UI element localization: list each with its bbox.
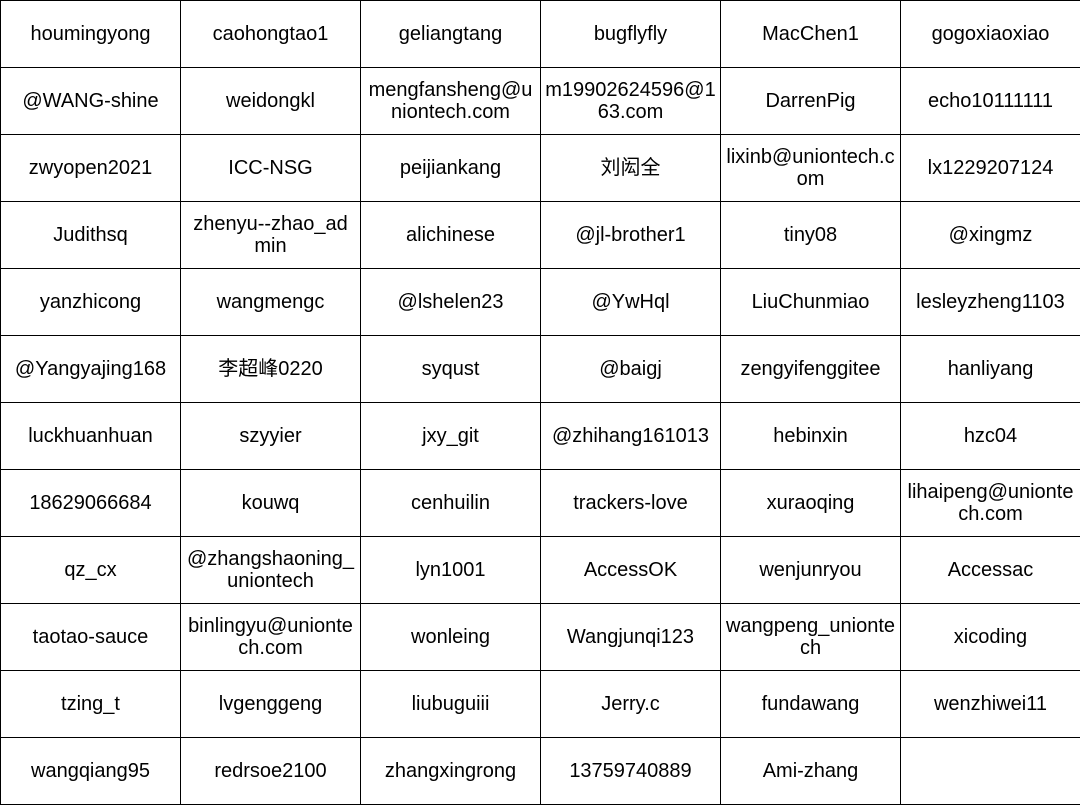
table-cell: @baigj <box>541 336 721 403</box>
table-cell: lvgenggeng <box>181 671 361 738</box>
table-cell: ICC-NSG <box>181 135 361 202</box>
table-cell: zwyopen2021 <box>1 135 181 202</box>
table-cell <box>901 738 1080 805</box>
table-cell: mengfansheng@uniontech.com <box>361 68 541 135</box>
table-cell: hanliyang <box>901 336 1080 403</box>
table-cell: tzing_t <box>1 671 181 738</box>
table-cell: MacChen1 <box>721 1 901 68</box>
table-cell: Ami-zhang <box>721 738 901 805</box>
table-cell: wangmengc <box>181 269 361 336</box>
table-cell: luckhuanhuan <box>1 403 181 470</box>
table-cell: lx1229207124 <box>901 135 1080 202</box>
table-cell: zengyifenggitee <box>721 336 901 403</box>
table-cell: houmingyong <box>1 1 181 68</box>
table-cell: wenzhiwei11 <box>901 671 1080 738</box>
table-cell: trackers-love <box>541 470 721 537</box>
table-cell: taotao-sauce <box>1 604 181 671</box>
table-cell: peijiankang <box>361 135 541 202</box>
table-cell: AccessOK <box>541 537 721 604</box>
table-cell: @YwHql <box>541 269 721 336</box>
table-cell: tiny08 <box>721 202 901 269</box>
table-cell: lihaipeng@uniontech.com <box>901 470 1080 537</box>
table-cell: weidongkl <box>181 68 361 135</box>
table-cell: zhangxingrong <box>361 738 541 805</box>
table-cell: alichinese <box>361 202 541 269</box>
table-cell: redrsoe2100 <box>181 738 361 805</box>
table-cell: wangqiang95 <box>1 738 181 805</box>
table-cell: 13759740889 <box>541 738 721 805</box>
table-cell: LiuChunmiao <box>721 269 901 336</box>
table-cell: hebinxin <box>721 403 901 470</box>
table-cell: wenjunryou <box>721 537 901 604</box>
table-cell: @WANG-shine <box>1 68 181 135</box>
table-cell: xuraoqing <box>721 470 901 537</box>
table-cell: caohongtao1 <box>181 1 361 68</box>
table-cell: @zhihang161013 <box>541 403 721 470</box>
table-cell: @Yangyajing168 <box>1 336 181 403</box>
table-cell: gogoxiaoxiao <box>901 1 1080 68</box>
table-cell: syqust <box>361 336 541 403</box>
table-cell: jxy_git <box>361 403 541 470</box>
table-cell: Accessac <box>901 537 1080 604</box>
table-cell: bugflyfly <box>541 1 721 68</box>
table-cell: Jerry.c <box>541 671 721 738</box>
table-cell: zhenyu--zhao_admin <box>181 202 361 269</box>
table-cell: 刘闳全 <box>541 135 721 202</box>
table-cell: liubuguiii <box>361 671 541 738</box>
table-cell: 李超峰0220 <box>181 336 361 403</box>
table-cell: geliangtang <box>361 1 541 68</box>
table-cell: @jl-brother1 <box>541 202 721 269</box>
table-cell: @xingmz <box>901 202 1080 269</box>
table-cell: binlingyu@uniontech.com <box>181 604 361 671</box>
table-cell: m19902624596@163.com <box>541 68 721 135</box>
table-cell: echo10111111 <box>901 68 1080 135</box>
table-cell: hzc04 <box>901 403 1080 470</box>
table-cell: lesleyzheng1103 <box>901 269 1080 336</box>
table-cell: cenhuilin <box>361 470 541 537</box>
table-cell: szyyier <box>181 403 361 470</box>
table-cell: wonleing <box>361 604 541 671</box>
table-cell: qz_cx <box>1 537 181 604</box>
table-cell: lixinb@uniontech.com <box>721 135 901 202</box>
table-cell: lyn1001 <box>361 537 541 604</box>
table-cell: @zhangshaoning_uniontech <box>181 537 361 604</box>
table-cell: Wangjunqi123 <box>541 604 721 671</box>
table-cell: kouwq <box>181 470 361 537</box>
table-cell: yanzhicong <box>1 269 181 336</box>
table-cell: 18629066684 <box>1 470 181 537</box>
table-cell: fundawang <box>721 671 901 738</box>
table-cell: DarrenPig <box>721 68 901 135</box>
table-cell: @lshelen23 <box>361 269 541 336</box>
table-cell: xicoding <box>901 604 1080 671</box>
table-cell: wangpeng_uniontech <box>721 604 901 671</box>
table-cell: Judithsq <box>1 202 181 269</box>
